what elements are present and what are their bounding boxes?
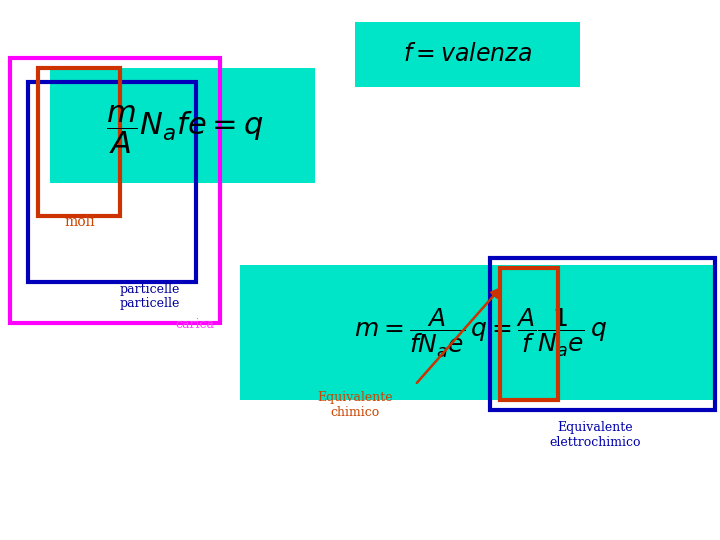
Bar: [38, 68, 120, 216]
Text: particelle: particelle: [120, 296, 180, 309]
Bar: [10, 58, 220, 323]
Text: Equivalente
elettrochimico: Equivalente elettrochimico: [549, 421, 641, 449]
Text: $f = valenza$: $f = valenza$: [403, 43, 532, 66]
Bar: [28, 82, 196, 282]
Bar: [500, 268, 558, 400]
Bar: [355, 22, 580, 87]
Text: carica: carica: [176, 319, 215, 332]
Text: $\dfrac{m}{A} N_a fe = q$: $\dfrac{m}{A} N_a fe = q$: [107, 104, 264, 156]
Text: particelle: particelle: [120, 284, 180, 296]
Text: Equivalente
chimico: Equivalente chimico: [318, 391, 393, 419]
Bar: [490, 258, 715, 410]
Text: $m = \dfrac{A}{fN_a e}\, q = \dfrac{A}{f}\dfrac{1}{N_a e}\, q$: $m = \dfrac{A}{fN_a e}\, q = \dfrac{A}{f…: [354, 307, 606, 360]
Bar: [240, 265, 715, 400]
Text: moli: moli: [65, 215, 95, 229]
Bar: [50, 68, 315, 183]
